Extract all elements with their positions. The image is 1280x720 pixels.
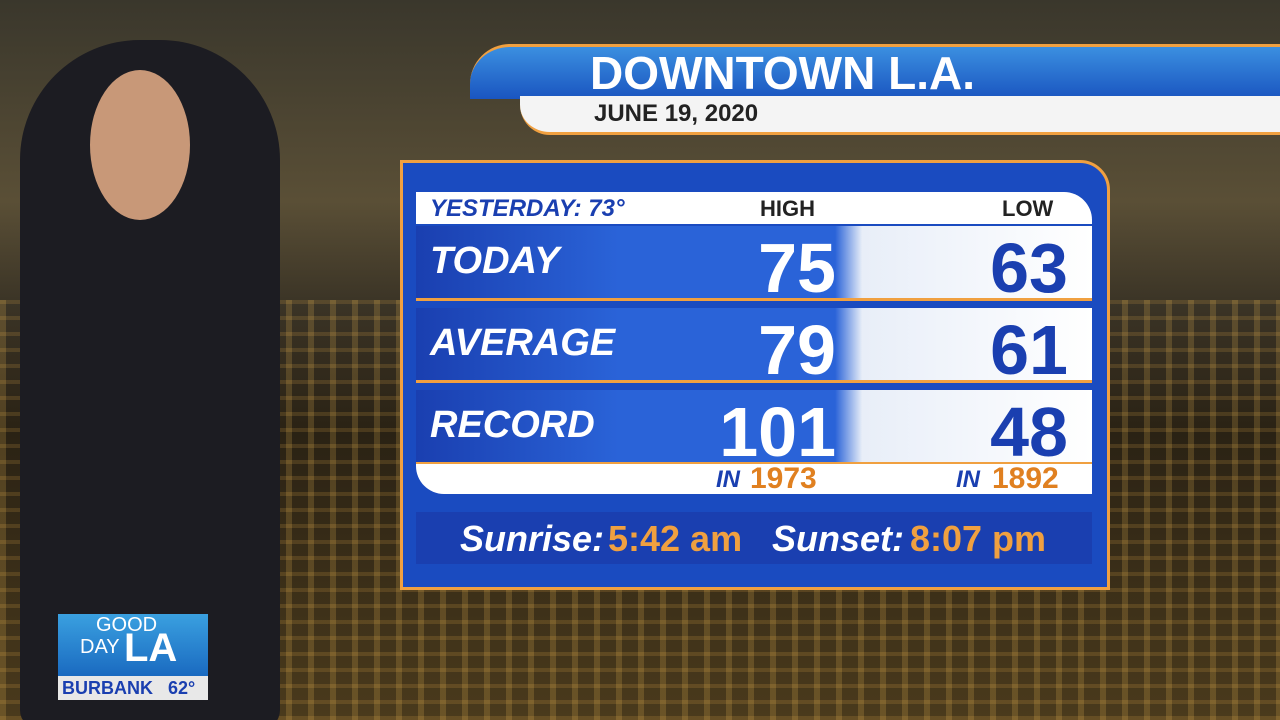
date: JUNE 19, 2020 [594, 100, 759, 127]
sunset: 8:07 pm [910, 518, 1047, 559]
years-band [416, 464, 1092, 494]
high-value: 75 [758, 229, 836, 307]
date-banner [520, 96, 1280, 135]
logo-strip [58, 676, 208, 700]
yesterday: YESTERDAY: 73° [430, 195, 625, 222]
record-year: 1892 [992, 462, 1059, 495]
year-prefix: IN [956, 466, 980, 493]
presenter-face [90, 70, 190, 220]
row-label: AVERAGE [430, 322, 616, 364]
logo-temp: 62° [168, 678, 196, 698]
column-header: HIGH [760, 196, 815, 221]
header-band [416, 192, 1092, 224]
column-header: LOW [1002, 196, 1054, 221]
logo-text: GOOD [96, 614, 158, 636]
year-prefix: IN [716, 466, 740, 493]
sun-band [416, 512, 1092, 564]
high-value: 79 [758, 311, 836, 389]
title: DOWNTOWN L.A. [590, 47, 975, 99]
sunrise: 5:42 am [608, 518, 743, 559]
low-value: 61 [990, 311, 1068, 389]
row-label: TODAY [430, 240, 560, 282]
high-value: 101 [719, 393, 836, 471]
table-row: AVERAGE 79 61 [416, 308, 1092, 389]
table-row: TODAY 75 63 [416, 226, 1092, 307]
row-label: RECORD [430, 404, 595, 446]
low-value: 63 [990, 229, 1068, 307]
record-year: 1973 [750, 462, 817, 495]
logo-text: LA [124, 626, 178, 670]
logo [58, 614, 208, 676]
title-banner [470, 44, 1280, 99]
logo-text: DAY [80, 636, 120, 658]
table-row: RECORD 101 48 [416, 390, 1092, 471]
sunrise-label: Sunrise: [460, 518, 605, 559]
logo-city: BURBANK [62, 678, 153, 698]
sunset-label: Sunset: [772, 518, 905, 559]
low-value: 48 [990, 393, 1068, 471]
